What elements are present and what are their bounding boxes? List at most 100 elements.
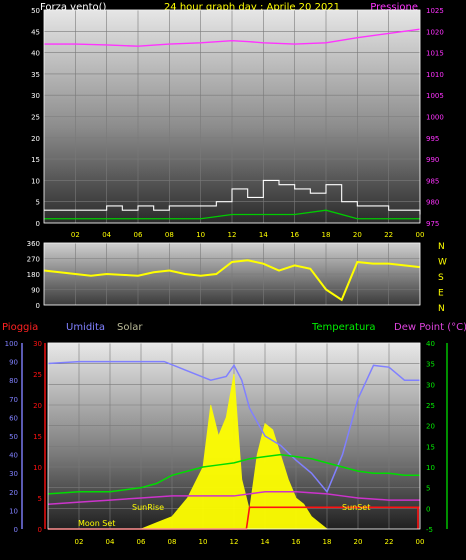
pressure-y-tick-label: 975 (426, 220, 439, 228)
moon-set-annotation: Moon Set (78, 519, 115, 528)
wind-panel-frame (43, 9, 421, 224)
x-tick-label: 06 (137, 538, 146, 546)
x-tick-label: 22 (385, 538, 394, 546)
direction-y-tick-label: 90 (31, 287, 40, 295)
temperature-y-tick-label: 40 (426, 340, 435, 348)
direction-y-tick-label: 270 (27, 256, 40, 264)
humidity-y-tick-label: 10 (9, 507, 18, 515)
rain-y-tick-label: 15 (33, 433, 42, 441)
pressure-y-tick-label: 995 (426, 135, 439, 143)
pressure-axis-title: Pressione (370, 2, 418, 13)
humidity-y-tick-label: 0 (14, 526, 18, 534)
sunset-annotation: SunSet (342, 503, 370, 512)
wind-y-tick-label: 30 (31, 92, 40, 100)
humidity-y-tick-label: 80 (9, 377, 18, 385)
temperature-y-tick-label: 35 (426, 361, 435, 369)
pressure-y-tick-label: 1005 (426, 92, 444, 100)
x-tick-label: 02 (75, 538, 84, 546)
wind-y-tick-label: 0 (36, 220, 40, 228)
compass-label: N (438, 304, 445, 314)
wind-panel-axes: 0510152025303540455097598098599099510001… (31, 7, 444, 239)
pressure-y-tick-label: 990 (426, 156, 439, 164)
x-tick-label: 20 (353, 231, 362, 239)
x-tick-label: 10 (199, 538, 208, 546)
temperature-y-tick-label: 10 (426, 464, 435, 472)
x-tick-label: 22 (384, 231, 393, 239)
pressure-y-tick-label: 980 (426, 199, 439, 207)
humidity-y-tick-label: 60 (9, 414, 18, 422)
wind-y-tick-label: 15 (31, 156, 40, 164)
direction-y-tick-label: 0 (36, 302, 40, 310)
humidity-y-tick-label: 40 (9, 452, 18, 460)
rain-y-tick-label: 20 (33, 402, 42, 410)
pressure-y-tick-label: 1000 (426, 114, 444, 122)
wind-axis-title: Forza vento() (40, 2, 107, 13)
x-tick-label: 14 (259, 231, 268, 239)
rain-y-tick-label: 10 (33, 464, 42, 472)
x-tick-label: 18 (322, 231, 331, 239)
pressure-y-tick-label: 985 (426, 177, 439, 185)
chart-title: 24 hour graph day : Aprile 20 2021 (164, 2, 340, 13)
temperature-y-tick-label: 20 (426, 423, 435, 431)
humidity-y-tick-label: 20 (9, 489, 18, 497)
wind-avg-line (44, 209, 420, 220)
temperature-y-tick-label: 0 (426, 505, 430, 513)
temperature-y-tick-label: 30 (426, 381, 435, 389)
x-tick-label: 08 (168, 538, 177, 546)
compass-label: W (438, 258, 447, 268)
rain-y-tick-label: 25 (33, 371, 42, 379)
x-tick-label: 16 (290, 231, 299, 239)
solar-area (140, 373, 329, 530)
x-tick-label: 06 (134, 231, 143, 239)
wind-y-tick-label: 35 (31, 71, 40, 79)
pressure-line (44, 28, 421, 47)
wind-gust-line (44, 179, 421, 215)
x-tick-label: 12 (228, 231, 237, 239)
x-tick-label: 02 (71, 231, 80, 239)
solar-label: Solar (117, 322, 143, 333)
x-tick-label: 16 (292, 538, 301, 546)
direction-panel-series (43, 259, 421, 302)
temperature-y-tick-label: 15 (426, 443, 435, 451)
temperature-y-tick-label: 25 (426, 402, 435, 410)
pressure-y-tick-label: 1010 (426, 71, 444, 79)
rain-y-tick-label: 30 (33, 340, 42, 348)
humidity-line (47, 360, 420, 494)
x-tick-label: 10 (196, 231, 205, 239)
x-tick-label: 00 (416, 231, 425, 239)
pressure-y-tick-label: 1015 (426, 50, 444, 58)
rain-y-tick-label: 0 (38, 526, 42, 534)
x-tick-label: 12 (230, 538, 239, 546)
wind-y-tick-label: 25 (31, 114, 40, 122)
pressure-y-tick-label: 1025 (426, 7, 444, 15)
direction-y-tick-label: 360 (27, 240, 40, 248)
rain-y-tick-label: 5 (38, 495, 42, 503)
wind-y-tick-label: 10 (31, 177, 40, 185)
humidity-y-tick-label: 90 (9, 359, 18, 367)
temperature-y-tick-label: -5 (426, 526, 433, 534)
x-tick-label: 08 (165, 231, 174, 239)
wind-direction-line (43, 259, 421, 302)
compass-label: S (438, 273, 444, 283)
temperatura-label: Temperatura (311, 322, 376, 333)
pioggia-label: Pioggia (2, 322, 38, 333)
pressure-y-tick-label: 1020 (426, 28, 444, 36)
x-tick-label: 04 (102, 231, 111, 239)
wind-y-tick-label: 20 (31, 135, 40, 143)
compass-label: E (438, 289, 444, 299)
wind-y-tick-label: 45 (31, 28, 40, 36)
compass-label: N (438, 242, 445, 252)
climate-panel-axes: -505101520253035400102030405060708090100… (5, 340, 448, 546)
x-tick-label: 04 (106, 538, 115, 546)
humidity-y-tick-label: 100 (5, 340, 18, 348)
x-tick-label: 00 (416, 538, 425, 546)
dewpoint-label: Dew Point (°C) (394, 322, 466, 333)
x-tick-label: 14 (261, 538, 270, 546)
sunrise-annotation: SunRise (132, 503, 164, 512)
humidity-y-tick-label: 50 (9, 433, 18, 441)
dewpoint-line (47, 491, 420, 505)
climate-panel-frame (47, 342, 421, 530)
